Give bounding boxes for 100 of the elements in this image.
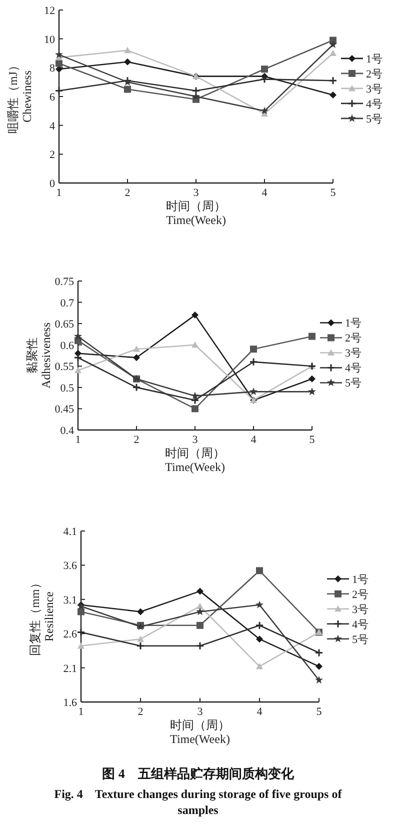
legend-label: 3号 [352, 604, 368, 616]
point [137, 636, 144, 642]
x-tick-label: 2 [138, 706, 144, 718]
x-tick-label: 5 [330, 187, 336, 199]
point [256, 600, 264, 608]
point [250, 346, 257, 353]
y-tick-label: 0.4 [60, 425, 74, 437]
y-axis-title: 回复性（mm） Resilience [28, 577, 56, 656]
point [124, 46, 131, 54]
point [192, 86, 200, 95]
x-tick-label: 5 [316, 706, 322, 718]
y-tick-label: 2 [50, 149, 55, 162]
legend-label: 1号 [352, 574, 368, 586]
y-tick-label: 6 [50, 92, 56, 104]
point [133, 354, 140, 362]
point [78, 642, 84, 649]
point [133, 346, 140, 352]
x-tick-label: 1 [75, 434, 81, 446]
point [315, 676, 323, 684]
point [192, 92, 200, 100]
legend-label: 5号 [345, 378, 362, 390]
legend-label: 4号 [366, 98, 382, 110]
legend-label: 2号 [352, 588, 368, 601]
x-axis-title: 时间（周） Time(Week) [170, 718, 230, 746]
point [196, 588, 204, 595]
y-tick-label: 10 [44, 34, 56, 46]
x-tick-label: 2 [124, 187, 130, 199]
y-tick-label: 0.65 [54, 318, 74, 331]
y-tick-label: 2.6 [63, 628, 78, 641]
y-axis-title: 咀嚼性（mJ） Chewiness [6, 59, 34, 134]
y-tick-label: 1.6 [63, 697, 78, 709]
legend-label: 2号 [345, 332, 362, 345]
point [330, 50, 336, 56]
y-tick-label: 3.6 [63, 560, 78, 572]
legend-label: 4号 [352, 618, 368, 631]
x-tick-label: 3 [197, 706, 204, 718]
y-tick-label: 2.1 [63, 662, 77, 675]
legend-label: 3号 [366, 83, 382, 96]
y-tick-label: 0.5 [60, 382, 74, 394]
y-tick-label: 4.1 [63, 526, 77, 538]
point [56, 66, 62, 73]
point [308, 387, 316, 396]
x-axis-title: 时间（周） Time(Week) [165, 446, 225, 474]
point [260, 106, 268, 114]
point [56, 60, 62, 67]
point [192, 341, 198, 348]
legend-label: 5号 [352, 634, 368, 646]
point [124, 86, 131, 93]
point [192, 312, 198, 319]
y-tick-label: 8 [50, 62, 56, 75]
point [308, 332, 316, 340]
x-tick-label: 2 [134, 434, 140, 446]
y-tick-label: 3.1 [63, 594, 77, 606]
point [316, 662, 322, 670]
point [256, 636, 263, 643]
y-tick-label: 12 [44, 5, 55, 17]
point [250, 387, 258, 396]
point [196, 602, 204, 610]
point [137, 608, 144, 616]
y-axis-title: 黏聚性 Adhesiveness [25, 322, 53, 388]
point [329, 40, 337, 48]
point [191, 392, 199, 400]
point [256, 662, 263, 670]
legend-label: 5号 [366, 113, 382, 126]
y-tick-label: 0.55 [54, 361, 74, 374]
caption: 图 4 五组样品贮存期间质构变化 [102, 766, 295, 781]
point [330, 92, 336, 99]
point [124, 58, 131, 66]
x-tick-label: 3 [192, 434, 198, 446]
x-tick-label: 1 [56, 187, 62, 199]
point [192, 405, 198, 412]
point [132, 383, 141, 392]
point [136, 642, 145, 650]
point [74, 366, 82, 374]
y-tick-label: 0 [50, 178, 56, 190]
x-tick-label: 4 [250, 434, 257, 446]
x-tick-label: 4 [256, 706, 263, 718]
y-tick-label: 0.45 [54, 404, 74, 416]
point [249, 358, 258, 366]
point [78, 608, 84, 616]
point [260, 74, 269, 84]
x-tick-label: 3 [193, 187, 200, 199]
y-tick-label: 0.7 [60, 297, 74, 310]
point [308, 375, 316, 382]
point [74, 332, 82, 340]
point [196, 622, 204, 629]
point [196, 642, 204, 650]
point [196, 608, 204, 616]
legend-label: 1号 [366, 53, 382, 66]
y-tick-label: 0.6 [60, 340, 74, 352]
point [255, 621, 264, 630]
legend-label: 1号 [345, 318, 362, 330]
point [256, 567, 263, 574]
legend-label: 2号 [366, 68, 382, 80]
x-axis-title: 时间（周） Time(Week) [166, 199, 226, 227]
point [261, 66, 268, 73]
point [55, 50, 63, 58]
legend-label: 3号 [345, 348, 362, 360]
y-tick-label: 4 [50, 120, 56, 132]
x-tick-label: 5 [309, 434, 316, 446]
